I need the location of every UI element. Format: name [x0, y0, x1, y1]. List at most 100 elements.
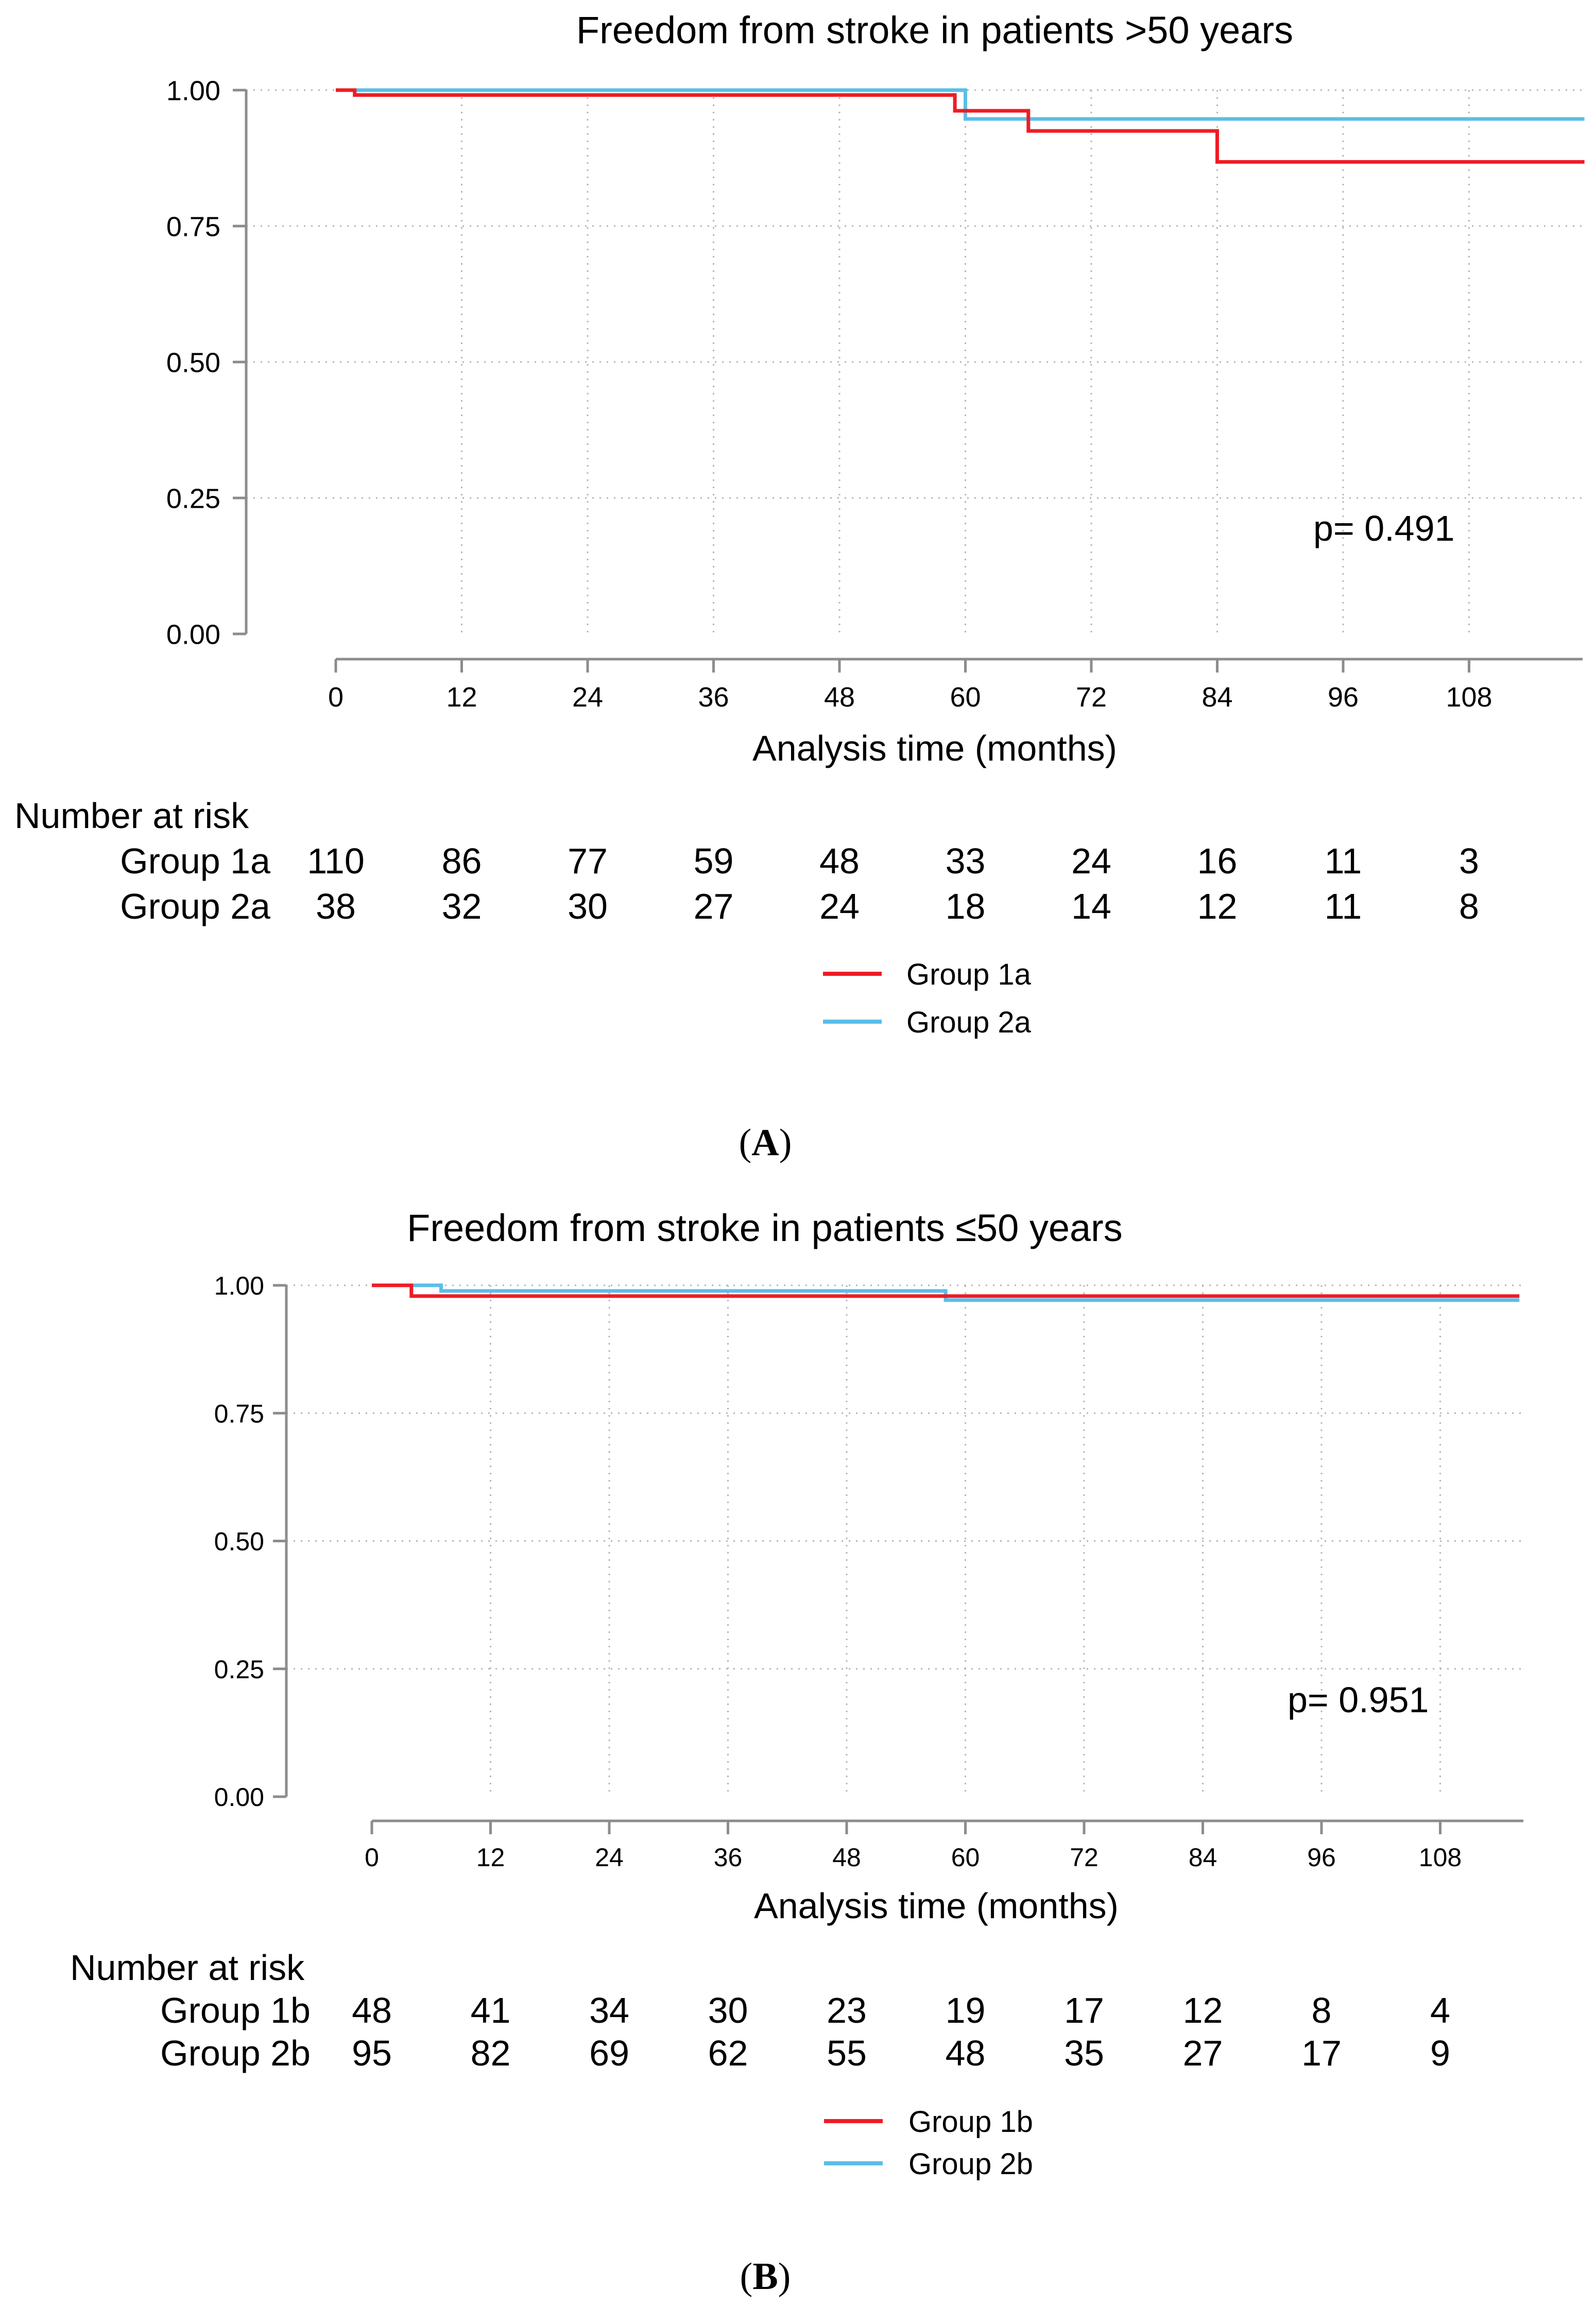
legend-b: Group 1b Group 2b: [824, 2105, 1033, 2181]
risk-value: 17: [1064, 1990, 1104, 2030]
risk-value: 3: [1459, 841, 1479, 881]
risk-row-label: Group 1b: [160, 1990, 311, 2030]
x-tick-label: 84: [1189, 1843, 1217, 1872]
risk-value: 9: [1430, 2033, 1450, 2073]
x-tick-label: 48: [832, 1843, 861, 1872]
x-tick-label: 72: [1070, 1843, 1099, 1872]
risk-value: 32: [442, 886, 482, 926]
risk-value: 30: [708, 1990, 748, 2030]
risk-value: 110: [307, 841, 365, 881]
risk-value: 19: [946, 1990, 986, 2030]
x-tick-label: 96: [1307, 1843, 1336, 1872]
x-ticks-a: 0 12 24 36 48 60 72 84 96 108: [328, 659, 1492, 713]
risk-value: 34: [589, 1990, 629, 2030]
y-tick-label: 0.00: [214, 1783, 264, 1812]
risk-value: 33: [946, 841, 986, 881]
risk-value: 55: [827, 2033, 867, 2073]
risk-value: 16: [1197, 841, 1238, 881]
legend-label: Group 2b: [908, 2147, 1033, 2181]
risk-value: 14: [1071, 886, 1111, 926]
x-axis-label-a: Analysis time (months): [752, 728, 1117, 768]
panel-a: Freedom from stroke in patients >50 year…: [14, 9, 1585, 1164]
risk-value: 12: [1197, 886, 1238, 926]
risk-value: 11: [1325, 841, 1362, 881]
y-tick-label: 0.00: [166, 619, 220, 650]
chart-title-a: Freedom from stroke in patients >50 year…: [576, 9, 1293, 51]
x-tick-label: 108: [1419, 1843, 1462, 1872]
risk-heading-a: Number at risk: [14, 796, 249, 836]
risk-value: 86: [442, 841, 482, 881]
y-tick-label: 1.00: [214, 1271, 264, 1300]
panel-label-b: (B): [740, 2256, 791, 2298]
x-tick-label: 72: [1076, 682, 1107, 713]
legend-label: Group 2a: [906, 1006, 1032, 1039]
risk-value: 48: [819, 841, 860, 881]
risk-value: 27: [694, 886, 734, 926]
risk-value: 35: [1064, 2033, 1104, 2073]
risk-value: 59: [694, 841, 734, 881]
km-curve-group-2b: [372, 1283, 1520, 1302]
y-tick-label: 0.75: [166, 211, 220, 242]
curves-b: [372, 1283, 1520, 1302]
risk-value: 62: [708, 2033, 748, 2073]
km-curve-group-2a: [336, 88, 1585, 121]
y-tick-label: 0.50: [214, 1527, 264, 1556]
x-tick-label: 108: [1446, 682, 1492, 713]
panel-label-a: (A): [739, 1122, 792, 1164]
grid-a: [246, 89, 1583, 634]
x-tick-label: 60: [951, 1843, 980, 1872]
p-value-a: p= 0.491: [1313, 508, 1454, 548]
risk-value: 4: [1430, 1990, 1450, 2030]
x-axis-label-b: Analysis time (months): [754, 1886, 1119, 1926]
risk-values-a: 110 86 77 59 48 33 24 16 11 3 38 32 30 27 24 18 14 12 11 8: [307, 841, 1479, 926]
risk-value: 8: [1459, 886, 1479, 926]
risk-value: 41: [471, 1990, 511, 2030]
p-value-b: p= 0.951: [1288, 1680, 1429, 1720]
x-tick-label: 12: [476, 1843, 505, 1872]
panel-b: Freedom from stroke in patients ≤50 year…: [70, 1207, 1523, 2298]
risk-value: 30: [568, 886, 608, 926]
x-tick-label: 0: [328, 682, 344, 713]
x-tick-label: 36: [714, 1843, 743, 1872]
risk-value: 77: [568, 841, 608, 881]
x-tick-label: 24: [595, 1843, 624, 1872]
legend-label: Group 1b: [908, 2105, 1033, 2139]
x-tick-label: 12: [446, 682, 477, 713]
risk-value: 27: [1183, 2033, 1223, 2073]
risk-row-label: Group 2b: [160, 2033, 311, 2073]
risk-value: 12: [1183, 1990, 1223, 2030]
risk-value: 11: [1325, 886, 1362, 926]
risk-value: 69: [589, 2033, 629, 2073]
km-curve-group-1b: [372, 1283, 1520, 1298]
x-tick-label: 48: [824, 682, 855, 713]
curves-a: [336, 88, 1585, 164]
risk-heading-b: Number at risk: [70, 1948, 305, 1988]
x-tick-label: 0: [365, 1843, 379, 1872]
y-tick-label: 0.50: [166, 347, 220, 378]
risk-value: 24: [819, 886, 860, 926]
risk-row-label: Group 2a: [120, 886, 270, 926]
risk-value: 95: [352, 2033, 392, 2073]
risk-value: 23: [827, 1990, 867, 2030]
x-tick-label: 24: [572, 682, 603, 713]
risk-value: 18: [946, 886, 986, 926]
risk-value: 82: [471, 2033, 511, 2073]
y-tick-label: 0.75: [214, 1399, 264, 1428]
x-tick-label: 84: [1202, 682, 1232, 713]
risk-value: 8: [1312, 1990, 1332, 2030]
risk-value: 48: [352, 1990, 392, 2030]
risk-value: 38: [316, 886, 356, 926]
chart-title-b: Freedom from stroke in patients ≤50 year…: [407, 1207, 1123, 1249]
y-ticks-b: 0.00 0.25 0.50 0.75 1.00: [214, 1271, 286, 1812]
risk-value: 24: [1071, 841, 1111, 881]
legend-a: Group 1a Group 2a: [823, 958, 1032, 1039]
y-tick-label: 0.25: [214, 1655, 264, 1684]
y-ticks-a: 0.00 0.25 0.50 0.75 1.00: [166, 75, 246, 650]
risk-row-label: Group 1a: [120, 841, 270, 881]
risk-values-b: 48 41 34 30 23 19 17 12 8 4 95 82 69 62 55 48 35 27 17 9: [352, 1990, 1450, 2073]
grid-b: [286, 1284, 1523, 1797]
km-curve-group-1a: [336, 88, 1585, 164]
y-tick-label: 0.25: [166, 483, 220, 514]
x-tick-label: 36: [698, 682, 729, 713]
risk-value: 17: [1301, 2033, 1342, 2073]
